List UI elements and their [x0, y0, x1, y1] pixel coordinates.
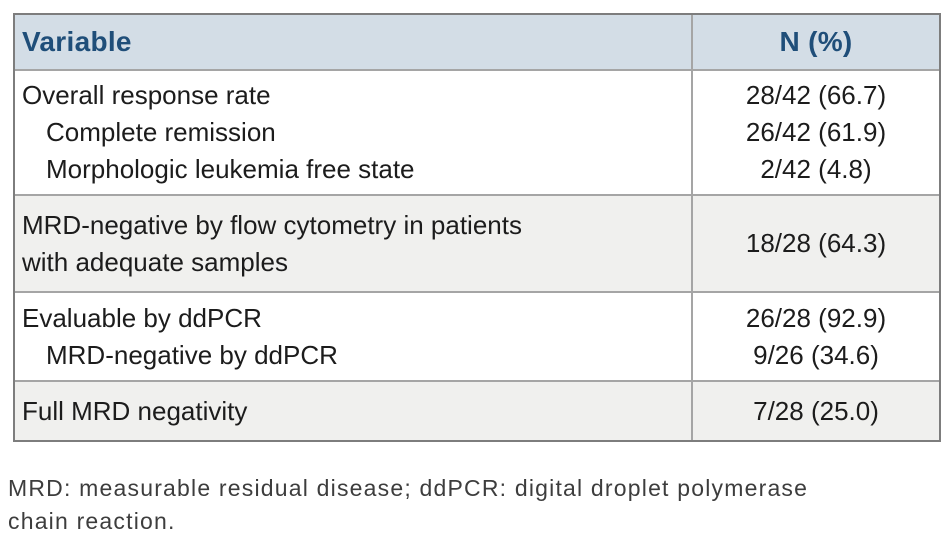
- abbreviations-footnote: MRD: measurable residual disease; ddPCR:…: [8, 472, 948, 538]
- label-overall-response-rate: Overall response rate: [22, 80, 271, 110]
- value-overall-response-rate: 28/42 (66.7): [745, 80, 887, 110]
- value-morphologic-leukemia-free-state: 2/42 (4.8): [760, 154, 872, 184]
- row-value-cell: 26/28 (92.9) 9/26 (34.6): [691, 293, 939, 380]
- label-mrd-negative-flow-line1: MRD-negative by flow cytometry in patien…: [22, 209, 522, 240]
- label-mrd-negative-flow-line2: with adequate samples: [22, 246, 288, 277]
- label-morphologic-leukemia-free-state: Morphologic leukemia free state: [46, 154, 415, 184]
- label-complete-remission: Complete remission: [46, 117, 276, 147]
- row-label-cell: MRD-negative by flow cytometry in patien…: [15, 196, 691, 291]
- row-value-cell: 18/28 (64.3): [691, 196, 939, 291]
- value-mrd-negative-by-ddpcr: 9/26 (34.6): [753, 339, 879, 370]
- label-full-mrd-negativity: Full MRD negativity: [22, 395, 248, 426]
- row-value-cell: 28/42 (66.7) 26/42 (61.9) 2/42 (4.8): [691, 71, 939, 194]
- value-mrd-negative-flow: 18/28 (64.3): [745, 228, 887, 258]
- response-mrd-table: Variable N (%) Overall response rate Com…: [13, 13, 941, 442]
- table-row-mrd-flow-cytometry: MRD-negative by flow cytometry in patien…: [15, 194, 939, 291]
- row-label-cell: Full MRD negativity: [15, 382, 691, 440]
- table-header-row: Variable N (%): [15, 15, 939, 69]
- column-header-n-percent: N (%): [691, 15, 939, 69]
- label-evaluable-by-ddpcr: Evaluable by ddPCR: [22, 302, 262, 333]
- row-value-cell: 7/28 (25.0): [691, 382, 939, 440]
- value-complete-remission: 26/42 (61.9): [745, 117, 887, 147]
- table-row-ddpcr: Evaluable by ddPCR MRD-negative by ddPCR…: [15, 291, 939, 380]
- footnote-line-1: MRD: measurable residual disease; ddPCR:…: [8, 475, 809, 501]
- table-row-full-mrd-negativity: Full MRD negativity 7/28 (25.0): [15, 380, 939, 440]
- table-row-overall-response: Overall response rate Complete remission…: [15, 69, 939, 194]
- row-label-cell: Overall response rate Complete remission…: [15, 71, 691, 194]
- column-header-variable: Variable: [22, 26, 132, 57]
- value-evaluable-by-ddpcr: 26/28 (92.9): [745, 302, 887, 333]
- value-full-mrd-negativity: 7/28 (25.0): [753, 395, 879, 426]
- label-mrd-negative-by-ddpcr: MRD-negative by ddPCR: [46, 339, 338, 370]
- footnote-line-2: chain reaction.: [8, 508, 176, 534]
- row-label-cell: Evaluable by ddPCR MRD-negative by ddPCR: [15, 293, 691, 380]
